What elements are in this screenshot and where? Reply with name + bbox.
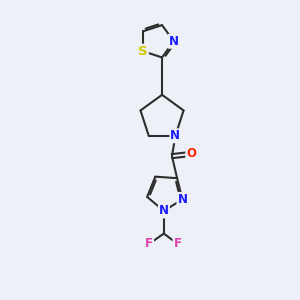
Text: F: F bbox=[145, 237, 153, 250]
Text: F: F bbox=[173, 237, 181, 250]
Text: O: O bbox=[186, 147, 196, 161]
Text: N: N bbox=[177, 193, 188, 206]
Text: N: N bbox=[170, 129, 180, 142]
Text: N: N bbox=[169, 35, 179, 48]
Text: N: N bbox=[159, 204, 169, 218]
Text: S: S bbox=[138, 45, 148, 58]
